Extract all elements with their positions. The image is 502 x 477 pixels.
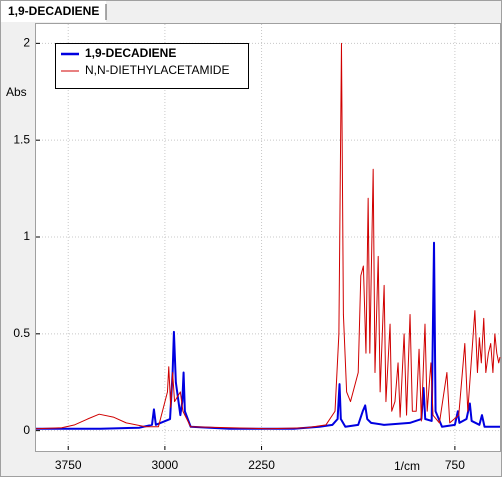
y-tick-label: 1	[23, 229, 30, 243]
plot: 0 0.5 1 1.5 2 3750 3000 2250 750 1,9-DECADIENE N,N…	[13, 24, 501, 472]
legend-label: 1,9-DECADIENE	[85, 46, 176, 60]
legend-box	[55, 43, 249, 89]
y-tick-label: 0	[23, 423, 30, 437]
y-tick-label: 1.5	[13, 132, 30, 146]
tab-label[interactable]: 1,9-DECADIENE	[8, 4, 99, 18]
y-axis-label: Abs	[6, 85, 27, 99]
x-tick-label: 3000	[152, 458, 179, 472]
x-tick-label: 2250	[248, 458, 275, 472]
x-tick-label: 3750	[55, 458, 82, 472]
x-axis-label: 1/cm	[394, 459, 420, 473]
y-tick-label: 2	[23, 36, 30, 50]
spectrum-line	[35, 42, 501, 430]
tab[interactable]	[1, 1, 106, 22]
legend-label: N,N-DIETHYLACETAMIDE	[85, 63, 229, 77]
spectrum-line	[36, 241, 500, 430]
x-tick-label: 750	[445, 458, 465, 472]
y-tick-label: 0.5	[13, 326, 30, 340]
